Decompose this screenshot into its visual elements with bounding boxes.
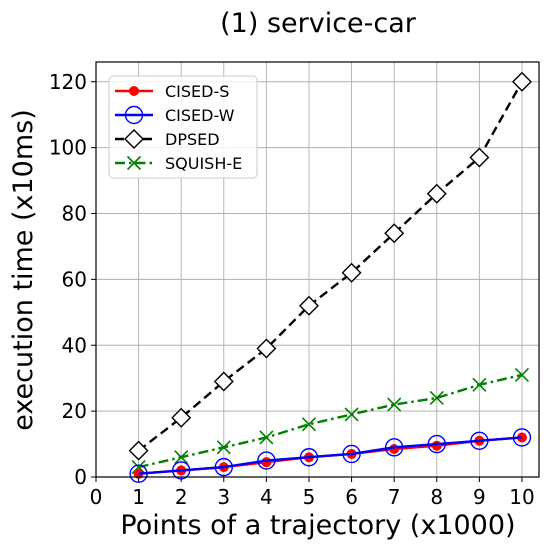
data-point (342, 444, 361, 464)
data-point (427, 434, 446, 454)
y-tick-label: 100 (49, 136, 87, 160)
series-line (137, 81, 524, 452)
data-point (129, 464, 148, 483)
data-point (384, 438, 404, 457)
x-tick-label: 10 (509, 485, 534, 509)
legend-entry: CISED-S (115, 82, 229, 101)
y-tick-label: 80 (62, 202, 87, 226)
series-layer (128, 71, 532, 483)
x-tick-label: 0 (90, 485, 103, 509)
data-point (298, 295, 319, 316)
x-tick-label: 8 (430, 485, 443, 509)
data-point (256, 338, 277, 359)
data-point (259, 430, 274, 445)
series-line (138, 436, 523, 475)
legend-box (108, 75, 258, 179)
chart-title: (1) service-car (220, 8, 417, 39)
series-squish-e (131, 367, 530, 475)
data-point (511, 71, 532, 92)
y-tick-label: 20 (62, 399, 87, 423)
data-point (213, 371, 234, 392)
legend-marker (124, 129, 144, 149)
data-point (514, 367, 530, 382)
data-point (472, 377, 487, 392)
legend-marker (124, 105, 144, 125)
y-axis-label: execution time (x10ms) (8, 109, 39, 431)
y-tick-label: 60 (62, 267, 87, 291)
data-point (344, 407, 359, 422)
legend-entry: CISED-W (115, 105, 235, 125)
legend-marker (126, 155, 142, 171)
x-tick-label: 2 (175, 485, 188, 509)
data-point (341, 262, 362, 283)
data-point (384, 223, 405, 244)
x-tick-label: 3 (217, 485, 230, 509)
x-axis-label: Points of a trajectory (x1000) (120, 510, 515, 541)
legend-entry: DPSED (115, 129, 220, 149)
x-tick-label: 7 (388, 485, 401, 509)
data-point (512, 428, 532, 447)
data-point (301, 417, 317, 432)
legend-label: CISED-S (165, 82, 229, 101)
data-point (426, 183, 447, 204)
legend: CISED-S CISED-W DPSED SQUISH-E (108, 75, 258, 179)
data-point (128, 440, 149, 461)
x-tick-label: 4 (260, 485, 273, 509)
series-line (138, 373, 523, 469)
data-point (431, 440, 442, 451)
x-tick-label: 1 (132, 485, 145, 509)
legend-marker (129, 86, 139, 96)
series-cised-w (129, 428, 532, 483)
plot-frame (95, 61, 540, 478)
data-point (171, 407, 192, 428)
data-point (214, 457, 233, 477)
data-point (216, 440, 231, 455)
y-tick-label: 120 (49, 70, 87, 94)
data-point (470, 431, 489, 450)
data-point (174, 450, 189, 465)
data-point (257, 451, 276, 470)
series-dpsed (128, 71, 532, 461)
y-tick-label: 0 (74, 465, 87, 489)
data-point (429, 390, 444, 406)
data-point (469, 147, 490, 168)
x-tick-label: 9 (473, 485, 486, 509)
x-tick-label: 5 (303, 485, 316, 509)
data-point (299, 448, 319, 467)
y-tick-label: 40 (62, 333, 87, 357)
legend-label: CISED-W (165, 106, 235, 125)
x-tick-label: 6 (345, 485, 358, 509)
legend-label: DPSED (165, 130, 220, 149)
data-point (387, 397, 402, 412)
legend-label: SQUISH-E (165, 154, 242, 173)
legend-entry: SQUISH-E (115, 154, 242, 173)
